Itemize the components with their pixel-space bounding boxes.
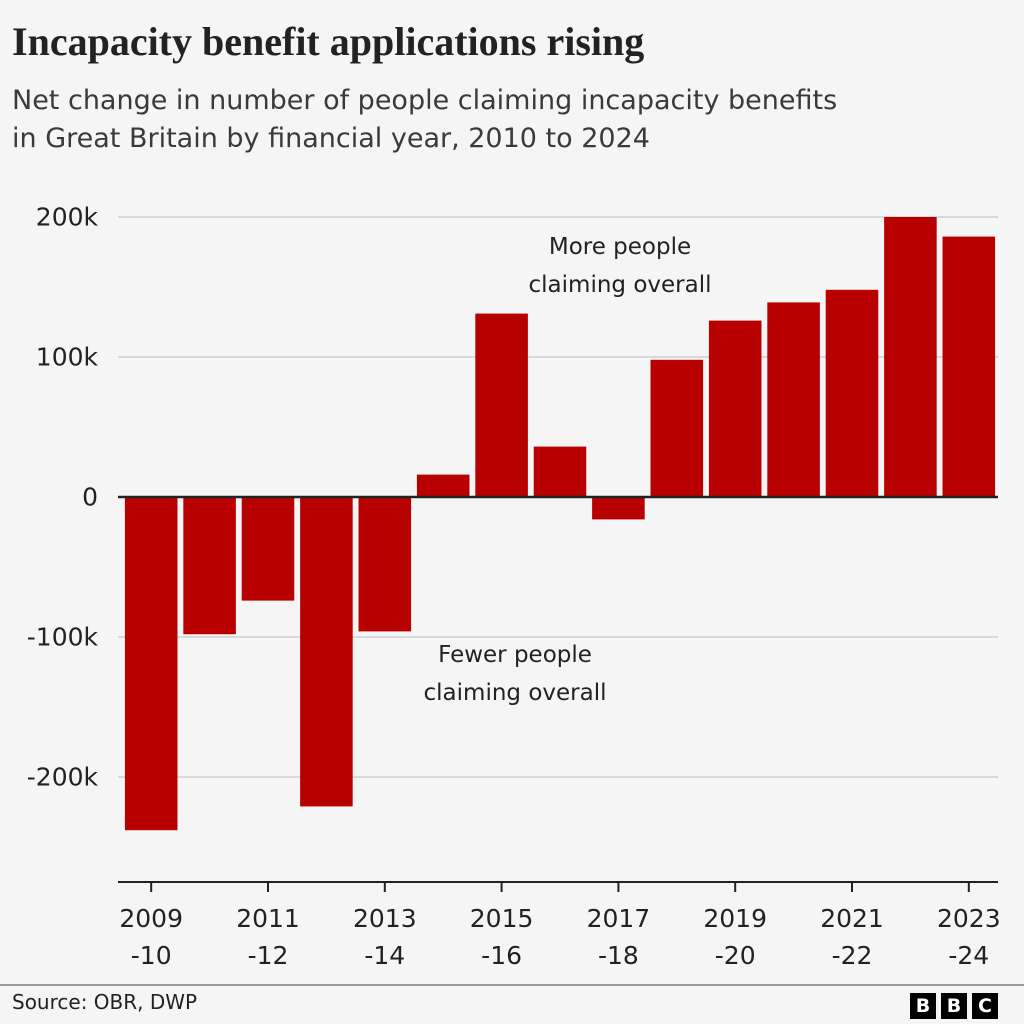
annotation: Fewer people claiming overall: [423, 642, 607, 706]
bar: [183, 497, 236, 635]
y-tick-label: 100k: [35, 342, 98, 372]
chart-subtitle: Net change in number of people claiming …: [12, 85, 838, 154]
x-tick-label: 2009 -10: [119, 904, 183, 970]
bar: [416, 474, 470, 497]
y-tick-label: 0: [82, 482, 98, 512]
bar: [358, 497, 412, 632]
y-tick-label: -100k: [26, 622, 98, 652]
bar: [650, 359, 704, 497]
bar: [942, 236, 996, 497]
chart-title: Incapacity benefit applications rising: [12, 19, 645, 64]
bar: [475, 313, 528, 497]
bar: [708, 320, 762, 497]
bar: [533, 446, 587, 497]
bar: [884, 217, 937, 497]
x-tick-label: 2013 -14: [352, 904, 417, 970]
x-tick-label: 2021 -22: [820, 904, 884, 970]
source: Source: OBR, DWP: [12, 990, 198, 1014]
bar: [124, 497, 178, 831]
x-tick-label: 2019 -20: [703, 904, 767, 970]
x-tick-label: 2023 -24: [936, 904, 1001, 970]
bar: [592, 497, 645, 520]
y-tick-label: -200k: [26, 762, 98, 792]
bar: [300, 497, 353, 807]
bar: [767, 302, 820, 497]
x-tick-label: 2011 -12: [236, 904, 300, 970]
y-tick-label: 200k: [35, 202, 98, 232]
logo-letter: B: [941, 993, 967, 1019]
x-tick-label: 2017 -18: [586, 904, 651, 970]
x-tick-label: 2015 -16: [469, 904, 534, 970]
logo-letter: B: [910, 993, 936, 1019]
bar: [241, 497, 295, 601]
logo-letter: C: [972, 993, 998, 1019]
bar: [825, 289, 879, 497]
annotation: More people claiming overall: [528, 234, 712, 298]
